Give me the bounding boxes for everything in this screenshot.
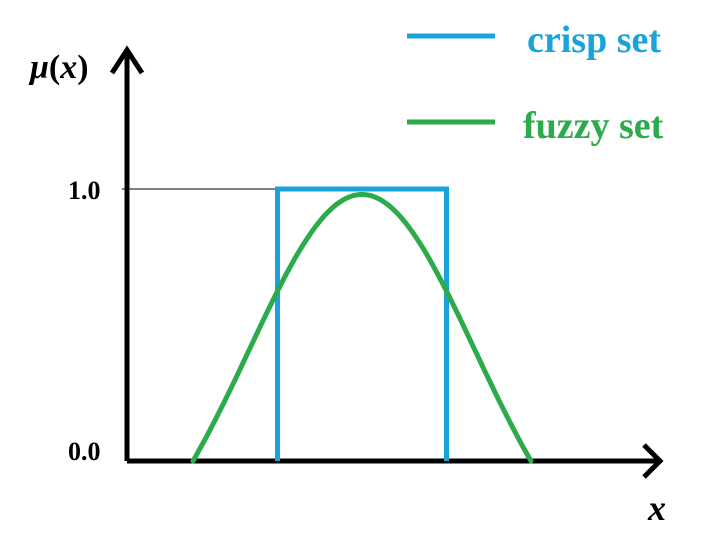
crisp-set-line: [275, 186, 449, 461]
y-axis-label: μ(x): [28, 49, 89, 86]
y-axis-label-open: (: [49, 49, 60, 86]
x-axis-label: x: [647, 488, 666, 528]
y-axis-label-close: ): [77, 49, 88, 86]
tick-label-top: 1.0: [68, 176, 101, 205]
y-axis-label-var: x: [59, 49, 77, 86]
crisp-legend-label: crisp set: [527, 19, 661, 61]
fuzzy-set-curve: [190, 191, 534, 464]
fuzzy-legend-label: fuzzy set: [523, 105, 664, 147]
y-axis-label-mu: μ: [28, 49, 49, 86]
x-axis-arrowhead: [642, 443, 664, 479]
y-axis-arrowhead: [109, 45, 145, 75]
tick-label-bottom: 0.0: [68, 437, 101, 466]
